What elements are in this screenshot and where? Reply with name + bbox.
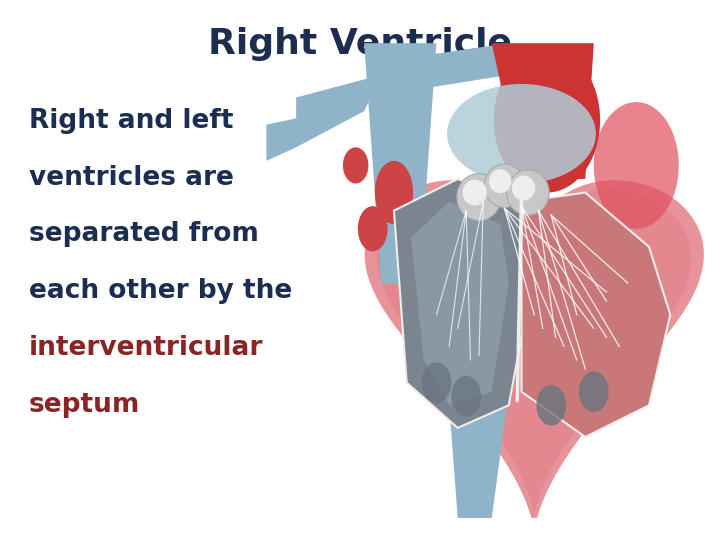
Polygon shape bbox=[296, 75, 381, 147]
Ellipse shape bbox=[358, 206, 387, 252]
Polygon shape bbox=[411, 201, 509, 405]
Ellipse shape bbox=[579, 372, 608, 412]
Ellipse shape bbox=[594, 102, 679, 229]
Ellipse shape bbox=[451, 376, 481, 416]
Circle shape bbox=[462, 180, 487, 206]
Circle shape bbox=[507, 170, 549, 215]
Ellipse shape bbox=[422, 362, 451, 403]
Ellipse shape bbox=[375, 161, 413, 224]
Ellipse shape bbox=[536, 385, 566, 426]
Text: Right and left: Right and left bbox=[29, 108, 233, 134]
Polygon shape bbox=[449, 392, 509, 518]
Ellipse shape bbox=[494, 48, 600, 193]
Polygon shape bbox=[364, 43, 436, 283]
Text: each other by the: each other by the bbox=[29, 278, 292, 304]
Ellipse shape bbox=[343, 147, 369, 184]
Text: interventricular: interventricular bbox=[29, 335, 264, 361]
Polygon shape bbox=[394, 179, 534, 428]
Polygon shape bbox=[364, 180, 704, 534]
Text: separated from: separated from bbox=[29, 221, 258, 247]
Circle shape bbox=[457, 173, 501, 221]
Polygon shape bbox=[492, 43, 594, 179]
Polygon shape bbox=[377, 190, 691, 518]
Ellipse shape bbox=[447, 84, 596, 184]
Circle shape bbox=[484, 164, 525, 207]
Polygon shape bbox=[415, 43, 509, 89]
Polygon shape bbox=[521, 193, 670, 437]
Text: ventricles are: ventricles are bbox=[29, 165, 234, 191]
Text: Right Ventricle: Right Ventricle bbox=[208, 27, 512, 61]
Circle shape bbox=[512, 176, 535, 200]
Circle shape bbox=[489, 169, 511, 193]
Polygon shape bbox=[266, 116, 309, 161]
Text: septum: septum bbox=[29, 392, 140, 417]
